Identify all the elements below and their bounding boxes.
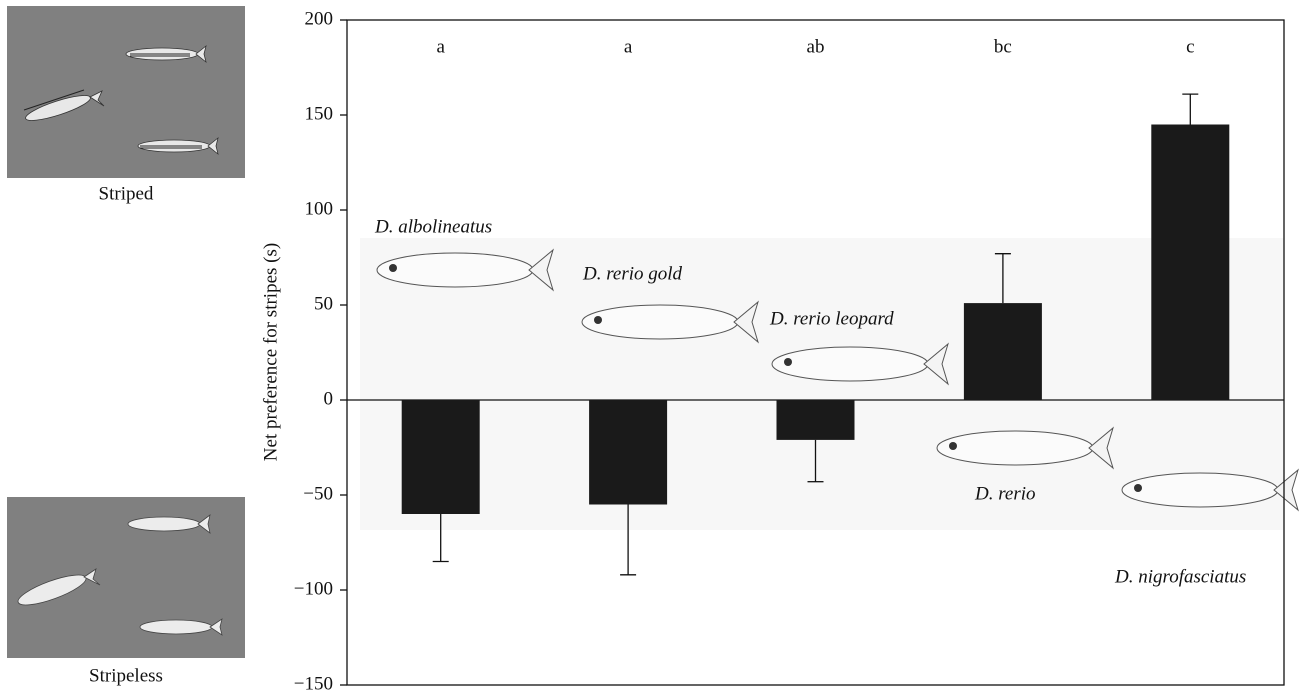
- stimulus-label: Striped: [99, 183, 154, 204]
- fish-body: [937, 431, 1093, 465]
- y-tick-label: 200: [305, 8, 334, 29]
- significance-label: a: [436, 36, 445, 57]
- fish-eye: [389, 264, 397, 272]
- y-axis-label: Net preference for stripes (s): [260, 243, 281, 461]
- y-tick-label: 100: [305, 198, 334, 219]
- y-tick-label: −150: [294, 673, 333, 694]
- bar: [777, 400, 855, 440]
- fish-eye: [949, 442, 957, 450]
- species-label: D. rerio gold: [582, 263, 683, 284]
- stimulus-panel: [7, 497, 245, 658]
- fish-eye: [594, 316, 602, 324]
- stimulus-label: Stripeless: [89, 665, 163, 686]
- bar: [964, 303, 1042, 400]
- y-tick-label: 50: [314, 293, 333, 314]
- bar: [1151, 125, 1229, 401]
- y-tick-label: −50: [303, 483, 333, 504]
- bar: [402, 400, 480, 514]
- fish-eye: [784, 358, 792, 366]
- significance-label: a: [624, 36, 633, 57]
- y-tick-label: 0: [324, 388, 334, 409]
- fish-body: [1122, 473, 1278, 507]
- species-label: D. rerio leopard: [769, 308, 894, 329]
- significance-label: ab: [807, 36, 825, 57]
- stimulus-panel: [7, 6, 245, 178]
- y-tick-label: −100: [294, 578, 333, 599]
- species-label: D. nigrofasciatus: [1114, 566, 1246, 587]
- chart: Striped Stripeless Net preference for st…: [0, 0, 1300, 694]
- significance-label: bc: [994, 36, 1012, 57]
- significance-label: c: [1186, 36, 1194, 57]
- bar: [589, 400, 667, 505]
- y-tick-label: 150: [305, 103, 334, 124]
- fish-eye: [1134, 484, 1142, 492]
- species-label: D. albolineatus: [374, 216, 492, 237]
- species-label: D. rerio: [974, 483, 1036, 504]
- fish-body: [772, 347, 928, 381]
- fish-body: [582, 305, 738, 339]
- fish-body: [377, 253, 533, 287]
